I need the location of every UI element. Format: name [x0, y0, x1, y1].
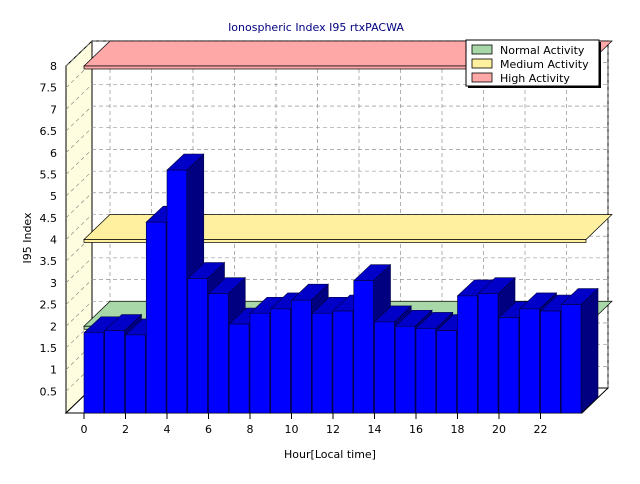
y-tick-label: 3: [50, 277, 57, 290]
threshold-band-edge: [83, 239, 587, 243]
bar-front: [291, 299, 312, 414]
bar-front: [519, 308, 540, 414]
bar-front: [104, 330, 125, 414]
x-tick-label: 22: [534, 423, 548, 436]
x-tick-label: 10: [285, 423, 299, 436]
bar-front: [208, 293, 229, 414]
y-axis-label: I95 Index: [21, 212, 34, 264]
legend-swatch: [471, 44, 493, 55]
y-tick-label: 6: [50, 147, 57, 160]
x-tick-label: 12: [326, 423, 340, 436]
gridline-wall: [65, 84, 93, 110]
y-tick-label: 5.5: [40, 168, 58, 181]
gridline-wall: [65, 192, 93, 219]
gridline-wall: [65, 301, 93, 327]
bar-front: [540, 310, 561, 414]
bar-front: [415, 328, 437, 414]
x-tick-label: 18: [451, 423, 465, 436]
x-tick-label: 20: [492, 423, 506, 436]
bar-side: [580, 287, 599, 414]
legend-label: Medium Activity: [500, 58, 589, 71]
gridline-wall: [65, 105, 93, 132]
gridline-wall: [65, 170, 93, 197]
x-tick-label: 16: [409, 423, 423, 436]
y-tick-label: 1.5: [40, 342, 58, 355]
y-tick-label: 4: [50, 234, 57, 247]
bar-front: [457, 295, 478, 414]
legend-swatch: [471, 72, 493, 83]
y-tick-label: 2.5: [40, 299, 58, 312]
y-tick-label: 0.5: [40, 385, 58, 398]
y-tick-label: 1: [50, 364, 57, 377]
bar-front: [311, 312, 333, 414]
bar-front: [249, 312, 271, 414]
y-tick-label: 6.5: [40, 125, 58, 138]
chart-title: Ionospheric Index I95 rtxPACWA: [228, 21, 404, 34]
y-tick-label: 8: [50, 60, 57, 73]
x-axis-ticks: 0 2 4 6 8 10 12 14 16 18 20 22: [81, 413, 548, 436]
bar-front: [83, 332, 105, 414]
gridline-wall: [65, 40, 93, 67]
x-axis-label: Hour[Local time]: [284, 448, 376, 461]
bar-front: [477, 293, 499, 414]
y-tick-label: 3.5: [40, 255, 58, 268]
x-tick-label: 0: [81, 423, 88, 436]
gridline-wall: [65, 127, 93, 153]
legend-label: High Activity: [500, 72, 570, 85]
bar-front: [560, 304, 582, 414]
y-tick-label: 2: [50, 320, 57, 333]
gridline-wall: [65, 257, 93, 284]
bar-front: [498, 317, 520, 414]
bar-front: [145, 221, 167, 414]
bar-front: [436, 330, 457, 414]
bar-front: [166, 169, 188, 414]
bar: [560, 287, 599, 414]
x-tick-label: 2: [122, 423, 129, 436]
bar-front: [187, 278, 208, 414]
y-tick-label: 7: [50, 103, 57, 116]
gridline-wall: [65, 279, 93, 305]
bar-front: [228, 323, 250, 414]
bar-front: [125, 334, 146, 414]
legend-label: Normal Activity: [500, 44, 585, 57]
y-tick-label: 4.5: [40, 212, 58, 225]
bar-front: [270, 308, 291, 414]
bar-front: [374, 321, 395, 414]
gridline-wall: [65, 214, 93, 240]
x-tick-label: 8: [247, 423, 254, 436]
bar-front: [353, 280, 374, 414]
x-tick-label: 6: [205, 423, 212, 436]
bar-front: [394, 325, 416, 414]
bars: [83, 153, 599, 414]
y-tick-label: 5: [50, 190, 57, 203]
x-tick-label: 4: [164, 423, 171, 436]
legend-swatch: [471, 58, 493, 69]
y-axis-ticks: 0.5 1 1.5 2 2.5 3 3.5 4 4.5 5 5.5 6 6.5 7 7.5 8: [40, 60, 58, 398]
x-tick-label: 14: [368, 423, 382, 436]
gridline-wall: [65, 149, 93, 175]
bar-front: [332, 310, 354, 414]
y-tick-label: 7.5: [40, 82, 58, 95]
